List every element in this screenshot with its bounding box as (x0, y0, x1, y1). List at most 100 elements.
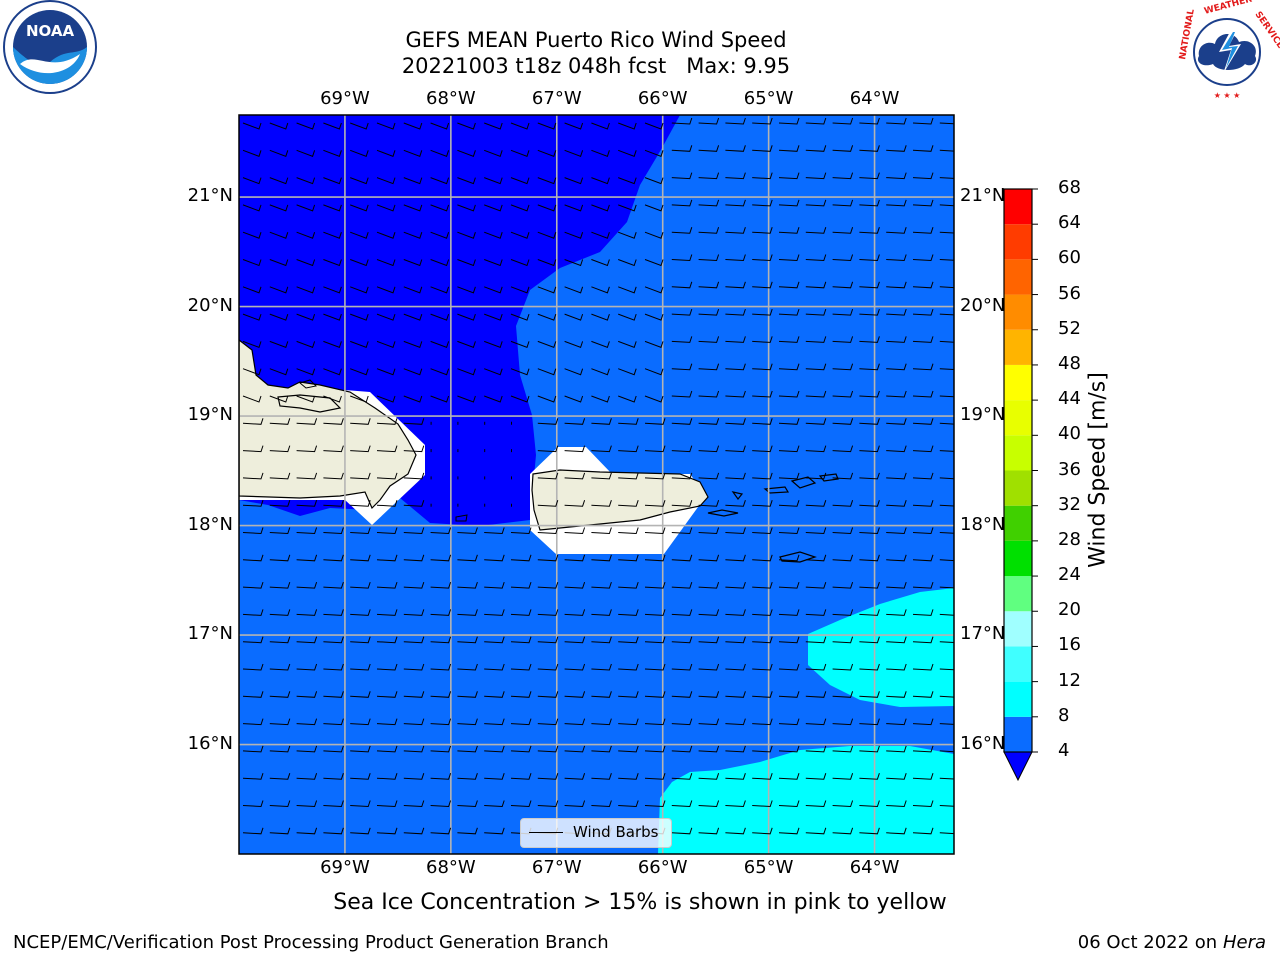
wind-barb (242, 340, 262, 349)
lon-label: 66°W (637, 857, 688, 878)
wind-barb (350, 827, 371, 835)
footer-date: 06 Oct 2022 on Hera (1078, 932, 1266, 953)
wind-barb (778, 363, 800, 371)
wind-barb (671, 445, 693, 453)
wind-barb (591, 663, 612, 671)
wind-barb (457, 663, 478, 671)
wind-barb (564, 286, 584, 294)
wind-barb (671, 581, 693, 589)
wind-barb (564, 149, 584, 157)
wind-barb (430, 800, 452, 808)
wind-barb (350, 800, 371, 808)
wind-barb (832, 418, 854, 425)
wind-barb (859, 308, 880, 316)
wind-barb (886, 308, 907, 316)
wind-barb (698, 145, 720, 152)
wind-barb (564, 554, 586, 562)
wind-barb (564, 122, 584, 130)
wind-barb (859, 363, 880, 371)
wind-barb (537, 472, 559, 480)
wind-barb (457, 800, 478, 808)
colorbar-tick-label: 52 (1058, 317, 1081, 339)
wind-barb (912, 827, 934, 835)
wind-barb (698, 363, 720, 371)
wind-barb (403, 340, 423, 349)
wind-barb (564, 609, 586, 616)
wind-barb (350, 231, 369, 239)
sea-ice-note: Sea Ice Concentration > 15% is shown in … (333, 890, 947, 915)
wind-barb (912, 308, 934, 316)
wind-barb (939, 477, 954, 480)
wind-barb (698, 445, 720, 453)
wind-barb (778, 390, 800, 398)
wind-barb (430, 636, 452, 644)
wind-barb (296, 368, 316, 376)
wind-barb (912, 199, 934, 207)
wind-barb (564, 340, 584, 349)
wind-barb (457, 122, 476, 130)
wind-barb (323, 445, 344, 453)
wind-barb (564, 636, 586, 644)
wind-barb (376, 472, 398, 480)
wind-barb (939, 368, 954, 370)
wind-barb (859, 500, 880, 507)
wind-barb (671, 800, 693, 808)
wind-barb (859, 800, 880, 808)
wind-barb (484, 636, 505, 644)
wind-barb (242, 259, 262, 267)
wind-barb (805, 609, 827, 616)
wind-barb (323, 418, 344, 425)
wind-barb (832, 554, 854, 562)
wind-barb (510, 204, 530, 212)
wind-barb (591, 313, 610, 321)
wind-barb (644, 340, 664, 349)
wind-barb (618, 527, 639, 535)
wind-region-fast-south (658, 746, 954, 854)
wind-barb (350, 122, 369, 130)
wind-barb (859, 227, 880, 234)
wind-barb (510, 368, 530, 376)
wind-barb (350, 313, 369, 321)
wind-barb (457, 636, 478, 644)
colorbar-segment (1004, 435, 1032, 471)
wind-barb (912, 773, 934, 780)
wind-barb (510, 313, 530, 321)
wind-barb (832, 527, 854, 535)
wind-barb (886, 390, 907, 398)
wind-barb (403, 177, 423, 185)
wind-barb (296, 773, 318, 780)
wind-barb (510, 527, 532, 535)
wind-barb (805, 199, 827, 207)
wind-barb (859, 663, 880, 671)
wind-barb (698, 745, 720, 753)
wind-barb (618, 745, 639, 753)
lat-label: 18°N (960, 513, 1006, 535)
wind-barb (537, 259, 557, 267)
wind-barb (457, 259, 476, 267)
wind-barb (778, 281, 800, 289)
wind-barb (376, 149, 396, 157)
wind-barb (403, 800, 425, 808)
wind-barb (484, 827, 505, 835)
wind-barb (430, 177, 450, 185)
wind-barb (912, 472, 934, 480)
wind-barb (886, 718, 907, 726)
wind-barb (403, 554, 425, 562)
wind-barb (939, 286, 954, 289)
wind-barb (859, 117, 880, 125)
wind-barb (859, 827, 880, 835)
wind-barb (752, 500, 773, 507)
wind-barb (242, 418, 264, 425)
wind-barb (403, 395, 423, 403)
wind-barb (671, 227, 693, 234)
wind-barb (939, 668, 954, 671)
wind-barb (912, 581, 934, 589)
lat-label: 16°N (960, 732, 1006, 754)
wind-barb (618, 122, 637, 130)
wind-barb (752, 554, 773, 562)
wind-barb (457, 745, 478, 753)
wind-barb (269, 177, 289, 185)
legend-label: Wind Barbs (573, 823, 659, 841)
wind-barb (591, 445, 612, 453)
